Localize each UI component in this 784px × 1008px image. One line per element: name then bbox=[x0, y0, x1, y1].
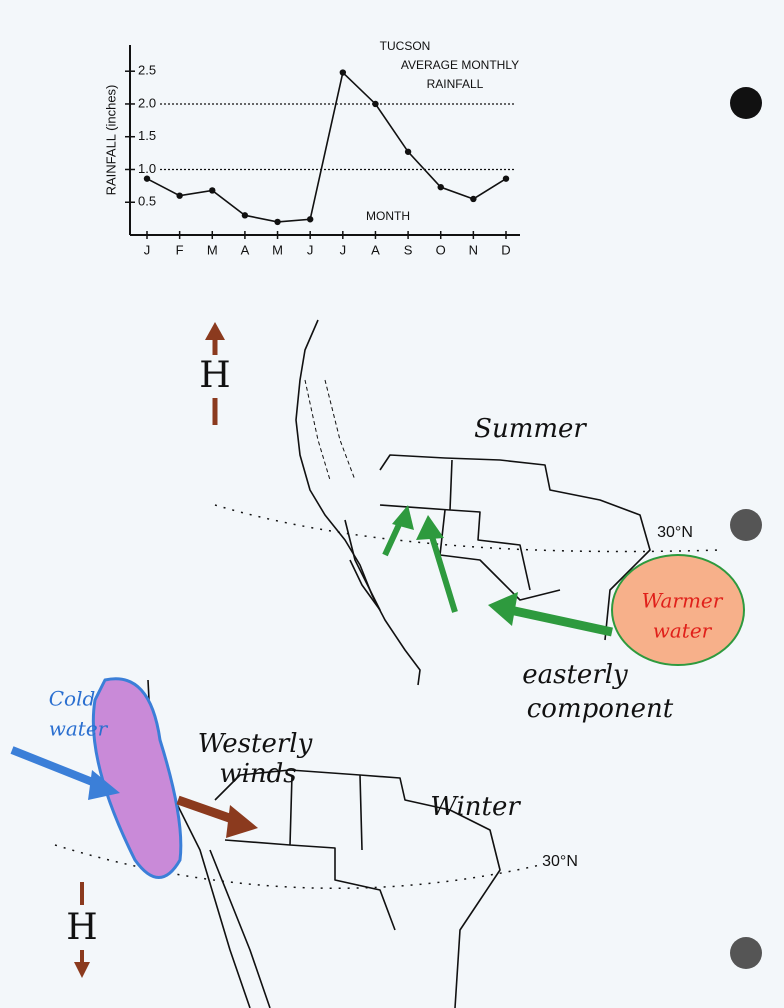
title-line: AVERAGE MONTHLY bbox=[401, 58, 519, 72]
point bbox=[306, 216, 314, 223]
x-tick-label: D bbox=[501, 242, 510, 257]
x-tick-label: J bbox=[144, 242, 151, 257]
y-tick-label: 1.0 bbox=[138, 161, 156, 176]
x-tick-label: O bbox=[436, 242, 446, 257]
cold-water-label: Cold bbox=[49, 687, 96, 711]
x-tick-label: S bbox=[404, 242, 413, 257]
wind-label: component bbox=[527, 694, 674, 724]
latitude-label: 30°N bbox=[542, 853, 578, 870]
arrow bbox=[10, 746, 102, 789]
states bbox=[224, 774, 396, 931]
x-tick-label: A bbox=[241, 242, 250, 257]
season-label: Summer bbox=[474, 414, 587, 444]
x-tick-label: N bbox=[469, 242, 478, 257]
high-pressure: H bbox=[66, 907, 97, 948]
y-tick-label: 1.5 bbox=[138, 128, 156, 143]
warm-water-label: water bbox=[653, 619, 713, 643]
point bbox=[437, 183, 444, 191]
warm-water bbox=[611, 554, 745, 666]
y-tick-label: 2.5 bbox=[138, 63, 156, 78]
arrow-head bbox=[226, 805, 258, 838]
point bbox=[274, 218, 281, 226]
line-chart: 0.5 1.0 1.5 2.0 2.5 J F M A M J J A S O N D bbox=[125, 45, 520, 257]
arrow-head bbox=[88, 770, 120, 800]
point bbox=[143, 175, 151, 182]
x-tick-label: J bbox=[307, 242, 314, 257]
arrow-head bbox=[488, 592, 518, 626]
baja bbox=[344, 519, 381, 611]
latitude-label: 30°N bbox=[657, 524, 693, 541]
x-tick-label: A bbox=[371, 242, 380, 257]
point bbox=[176, 192, 183, 199]
wind-label: Westerly bbox=[198, 729, 313, 759]
title-line: RAINFALL bbox=[427, 77, 484, 91]
arrow-head bbox=[74, 962, 90, 978]
point bbox=[502, 175, 510, 182]
cold-water bbox=[91, 677, 183, 879]
warm-water-label: Warmer bbox=[642, 589, 724, 613]
x-tick-label: M bbox=[272, 242, 283, 257]
line bbox=[146, 70, 507, 223]
arrow-head bbox=[392, 505, 414, 530]
hole-punch bbox=[730, 937, 762, 969]
x-tick-label: M bbox=[207, 242, 218, 257]
high-pressure: H bbox=[199, 355, 230, 396]
season-label: Winter bbox=[430, 792, 521, 822]
arrow-head bbox=[205, 322, 225, 340]
wind-label: easterly bbox=[522, 660, 628, 690]
x-tick-label: F bbox=[176, 242, 184, 257]
y-axis-label: RAINFALL (inches) bbox=[103, 85, 118, 196]
point bbox=[470, 195, 477, 203]
mountains bbox=[304, 379, 356, 481]
cold-water-label: water bbox=[49, 717, 109, 741]
arrow bbox=[176, 795, 237, 825]
x-axis-label: MONTH bbox=[366, 209, 410, 223]
point bbox=[339, 69, 347, 76]
chart-title: TUCSON AVERAGE MONTHLY RAINFALL bbox=[380, 39, 519, 91]
point bbox=[404, 148, 412, 155]
y-tick-label: 0.5 bbox=[138, 194, 156, 209]
summer-map bbox=[205, 319, 745, 686]
title-line: TUCSON bbox=[380, 39, 431, 53]
coastline bbox=[295, 319, 421, 686]
border bbox=[214, 769, 501, 1008]
x-tick-label: J bbox=[340, 242, 347, 257]
point bbox=[209, 187, 216, 194]
hole-punch bbox=[730, 509, 762, 541]
point bbox=[372, 100, 379, 108]
baja bbox=[209, 849, 271, 1008]
wind-label: winds bbox=[219, 759, 296, 789]
latitude-line bbox=[214, 504, 721, 553]
arrow bbox=[509, 605, 613, 637]
states bbox=[379, 459, 561, 601]
arrow-head bbox=[416, 515, 444, 540]
point bbox=[241, 212, 249, 219]
latitude-line bbox=[54, 844, 541, 890]
winter-map bbox=[10, 677, 541, 1008]
y-tick-label: 2.0 bbox=[138, 95, 156, 110]
border bbox=[379, 454, 651, 641]
hole-punch bbox=[730, 87, 762, 119]
